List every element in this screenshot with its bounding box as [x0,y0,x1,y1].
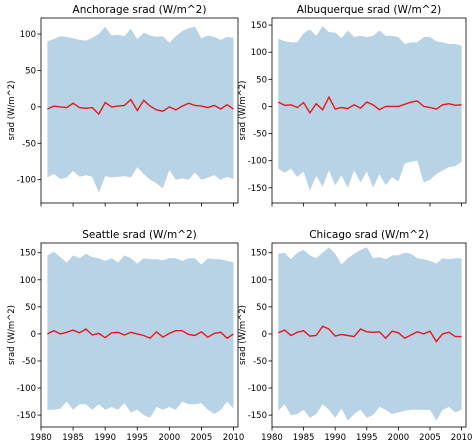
x-tick-label: 1990 [94,433,116,443]
y-tick-label: -100 [248,384,267,394]
x-tick-label: 2010 [451,433,473,443]
y-axis-label: srad (W/m^2) [7,81,17,141]
y-tick-label: 50 [256,75,267,85]
y-tick-label: -50 [22,357,36,367]
axes-frame [271,242,467,428]
y-tick-label: 150 [251,249,267,259]
mean-line [277,95,462,115]
x-tick-label: 2005 [419,433,441,443]
y-tick-label: 0 [262,330,267,340]
mean-line [47,328,234,340]
chart-panel: 150 100 50 0 -50 -100 -150 Albuquerque srad (W/… [238,4,467,207]
y-tick-label: -50 [253,130,267,140]
y-tick-label: -150 [17,411,36,421]
y-tick-label: -100 [248,157,267,167]
y-tick-label: -100 [17,384,36,394]
mean-line [47,98,234,116]
chart-title: Albuquerque srad (W/m^2) [297,4,442,16]
y-tick-label: 150 [20,249,36,259]
y-tick-label: 50 [25,303,36,313]
x-tick-label: 2010 [223,433,245,443]
mean-line [278,325,462,343]
x-tick-label: 2000 [159,433,181,443]
chart-title: Chicago srad (W/m^2) [309,229,429,241]
x-tick-label: 1980 [30,433,52,443]
axes-frame [40,17,239,204]
x-tick-label: 1985 [293,433,315,443]
axes-frame [271,17,467,204]
band-area [278,247,462,421]
y-axis-label: srad (W/m^2) [238,305,248,365]
x-tick-label: 1995 [126,433,148,443]
x-tick-label: 2005 [191,433,213,443]
band-area [278,26,462,191]
y-tick-label: 100 [20,276,36,286]
y-tick-label: 50 [256,303,267,313]
y-tick-label: -150 [248,411,267,421]
y-tick-label: -50 [253,357,267,367]
chart-title: Seattle srad (W/m^2) [82,229,197,241]
chart-title: Anchorage srad (W/m^2) [73,4,207,16]
y-tick-label: 0 [31,330,36,340]
y-tick-label: 50 [25,66,36,76]
chart-panel: 100 50 0 -50 -100 Anchorage srad (W/m^2) srad … [7,4,239,207]
y-tick-label: 100 [20,30,36,40]
x-tick-label: 1985 [62,433,84,443]
y-axis-label: srad (W/m^2) [238,81,248,141]
chart-panel: 150 100 50 0 -50 -100 -150 1980 1985 1990 1995 2000… [7,229,244,443]
axes-frame [40,242,239,428]
x-tick-label: 1995 [356,433,378,443]
y-axis-label: srad (W/m^2) [7,305,17,365]
y-tick-label: 0 [262,102,267,112]
y-tick-label: -100 [17,176,36,186]
y-tick-label: 0 [31,103,36,113]
x-tick-label: 1980 [261,433,283,443]
y-tick-label: -50 [22,139,36,149]
chart-panel: 150 100 50 0 -50 -100 -150 1980 1985 1990 1995 2000… [238,229,472,443]
y-tick-label: 100 [251,48,267,58]
x-tick-label: 2000 [388,433,410,443]
x-tick-label: 1990 [324,433,346,443]
y-tick-label: 150 [251,21,267,31]
y-tick-label: -150 [248,184,267,194]
y-tick-label: 100 [251,276,267,286]
band-area [47,26,234,193]
